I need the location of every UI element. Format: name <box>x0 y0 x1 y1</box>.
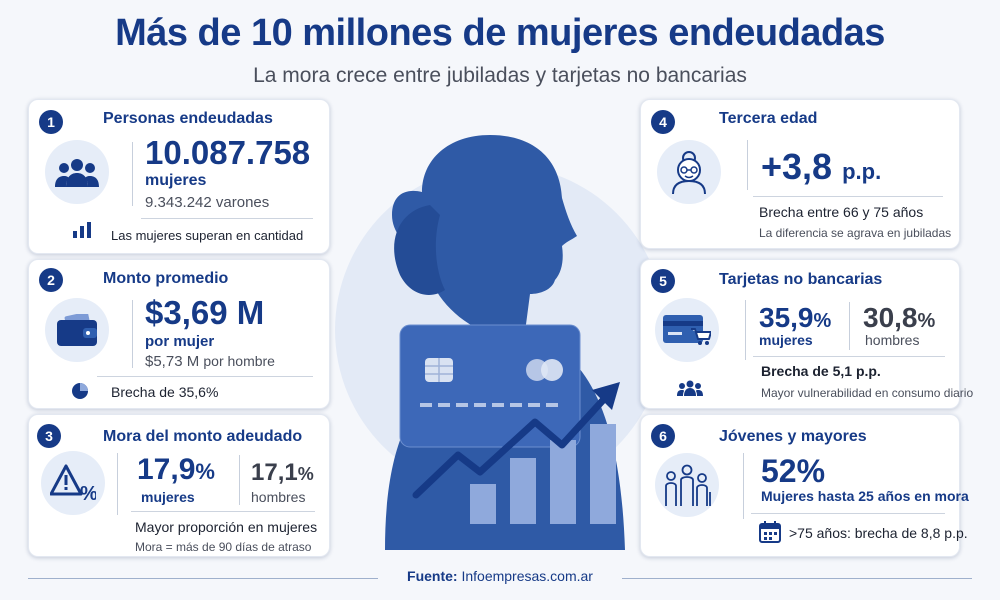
mora-women-value: 17,9% <box>137 453 215 486</box>
card-number: 1 <box>39 110 63 134</box>
page-title: Más de 10 millones de mujeres endeudadas <box>115 12 885 54</box>
card-title: Jóvenes y mayores <box>719 428 867 445</box>
card-number: 6 <box>651 424 675 448</box>
mora-men-label: hombres <box>251 489 306 505</box>
bar-chart-icon <box>73 222 91 238</box>
card-mora: 3 Mora del monto adeudado % 17,9% mujere… <box>28 414 330 557</box>
tercera-footnote: La diferencia se agrava en jubiladas <box>759 226 952 240</box>
card-title: Mora del monto adeudado <box>103 428 303 445</box>
wallet-icon <box>45 298 109 362</box>
chart-bar-2 <box>510 458 536 524</box>
card-title: Personas endeudadas <box>103 110 273 127</box>
monto-men-label: por hombre <box>203 353 275 369</box>
chart-bar-3 <box>550 440 576 524</box>
card-title: Tercera edad <box>719 110 818 127</box>
card-personas-endeudadas: 1 Personas endeudadas 10.087.758 mujeres… <box>28 99 330 254</box>
source-label: Fuente: <box>407 568 458 584</box>
monto-men-value: $5,73 M <box>145 353 200 370</box>
personas-men-value: 9.343.242 varones <box>145 194 270 211</box>
card-jovenes-mayores: 6 Jóvenes y mayores 52% Mujeres hasta 25… <box>640 414 969 557</box>
card-title: Monto promedio <box>103 270 229 287</box>
warning-percent-icon: % <box>41 451 105 515</box>
elderly-woman-icon <box>657 140 721 204</box>
tercera-value: +3,8 p.p. <box>761 146 882 187</box>
woman-card-illustration <box>335 135 665 550</box>
jovenes-note: >75 años: brecha de 8,8 p.p. <box>789 525 968 541</box>
tarjetas-women-value: 35,9% <box>759 302 832 333</box>
card-title: Tarjetas no bancarias <box>719 271 883 288</box>
card-number: 2 <box>39 268 63 292</box>
tarjetas-men-label: hombres <box>865 332 920 348</box>
tarjetas-women-label: mujeres <box>759 332 813 348</box>
card-cart-icon <box>655 298 719 362</box>
chart-bar-1 <box>470 484 496 524</box>
pie-chart-icon <box>72 383 88 399</box>
monto-women-value: $3,69 M <box>145 294 265 331</box>
people-icon <box>45 140 109 204</box>
card-tercera-edad: 4 Tercera edad +3,8 p.p. Brecha entre 66… <box>640 99 960 249</box>
tercera-note: Brecha entre 66 y 75 años <box>759 204 924 220</box>
tarjetas-men-value: 30,8% <box>863 302 936 333</box>
monto-men: $5,73 M por hombre <box>145 353 275 370</box>
mora-footnote: Mora = más de 90 días de atraso <box>135 540 312 554</box>
credit-card-icon <box>399 324 581 448</box>
mora-men-value: 17,1% <box>251 459 314 486</box>
personas-women-value: 10.087.758 <box>145 134 311 171</box>
personas-women-label: mujeres <box>145 172 207 189</box>
source-footer: Fuente: Infoempresas.com.ar <box>0 568 1000 584</box>
monto-note: Brecha de 35,6% <box>111 384 219 400</box>
group-icon <box>677 380 703 396</box>
tarjetas-footnote: Mayor vulnerabilidad en consumo diario <box>761 386 974 400</box>
jovenes-value: 52% <box>761 453 826 489</box>
mora-note: Mayor proporción en mujeres <box>135 519 318 535</box>
jovenes-label: Mujeres hasta 25 años en mora <box>761 488 969 504</box>
card-number: 3 <box>37 424 61 448</box>
ponytail <box>394 205 445 295</box>
source-link[interactable]: Infoempresas.com.ar <box>461 568 593 584</box>
chart-bar-4 <box>590 424 616 524</box>
card-tarjetas-no-bancarias: 5 Tarjetas no bancarias 35,9% mujeres 30… <box>640 259 973 409</box>
calendar-icon <box>759 521 781 543</box>
personas-note: Las mujeres superan en cantidad <box>111 228 304 243</box>
card-number: 4 <box>651 110 675 134</box>
family-generations-icon <box>655 453 719 517</box>
mora-women-label: mujeres <box>141 489 195 505</box>
page-subtitle: La mora crece entre jubiladas y tarjetas… <box>253 64 747 87</box>
card-number: 5 <box>651 269 675 293</box>
card-monto-promedio: 2 Monto promedio $3,69 M por mujer $5,73… <box>28 259 330 409</box>
trend-arrow-icon <box>412 394 609 499</box>
monto-women-label: por mujer <box>145 333 215 350</box>
tarjetas-note: Brecha de 5,1 p.p. <box>761 363 881 379</box>
svg-text:%: % <box>80 483 96 502</box>
